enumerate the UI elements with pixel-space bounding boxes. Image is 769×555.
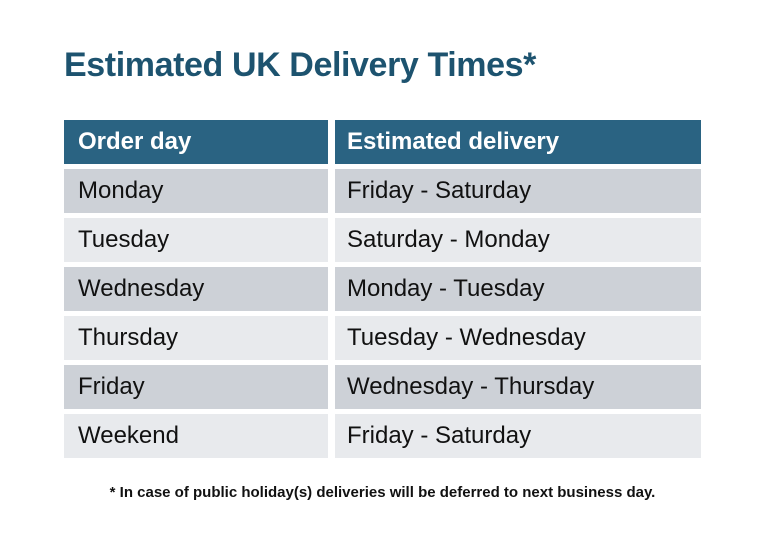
table-cell-order-day: Weekend bbox=[64, 414, 328, 458]
table-cell-estimated-delivery: Friday - Saturday bbox=[335, 169, 701, 213]
column-header-order-day: Order day bbox=[64, 120, 328, 164]
page-title: Estimated UK Delivery Times* bbox=[64, 46, 536, 84]
table-cell-estimated-delivery: Saturday - Monday bbox=[335, 218, 701, 262]
table-cell-order-day: Tuesday bbox=[64, 218, 328, 262]
column-header-estimated-delivery: Estimated delivery bbox=[335, 120, 701, 164]
table-cell-order-day: Monday bbox=[64, 169, 328, 213]
table-cell-order-day: Thursday bbox=[64, 316, 328, 360]
table-cell-order-day: Wednesday bbox=[64, 267, 328, 311]
table-cell-estimated-delivery: Tuesday - Wednesday bbox=[335, 316, 701, 360]
delivery-times-table: Order day Estimated delivery Monday Frid… bbox=[64, 120, 701, 458]
table-cell-order-day: Friday bbox=[64, 365, 328, 409]
footnote: * In case of public holiday(s) deliverie… bbox=[109, 484, 656, 501]
table-cell-estimated-delivery: Monday - Tuesday bbox=[335, 267, 701, 311]
table-cell-estimated-delivery: Friday - Saturday bbox=[335, 414, 701, 458]
table-cell-estimated-delivery: Wednesday - Thursday bbox=[335, 365, 701, 409]
